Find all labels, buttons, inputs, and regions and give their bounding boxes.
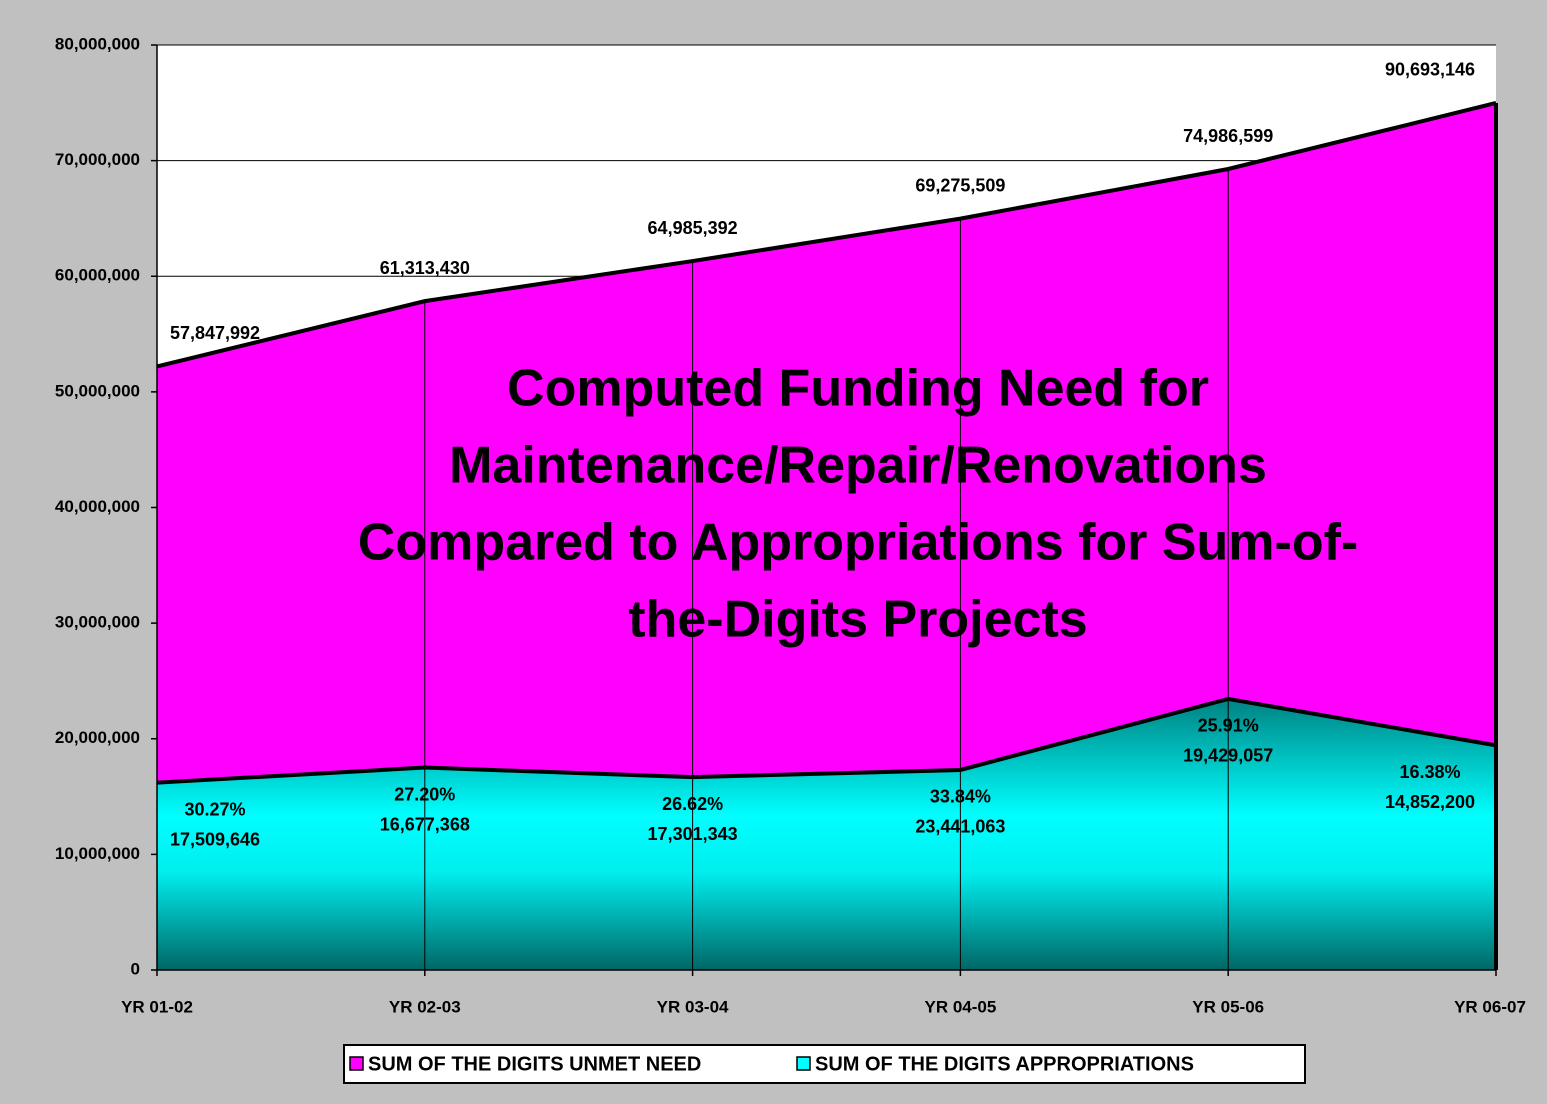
y-tick-label: 40,000,000 [55, 497, 140, 516]
y-tick-label: 0 [131, 959, 140, 978]
area [157, 698, 1496, 970]
legend-swatch [796, 1056, 811, 1071]
x-tick-label: YR 06-07 [1454, 997, 1526, 1016]
data-label: 14,852,200 [1385, 792, 1475, 812]
legend-label: SUM OF THE DIGITS APPROPRIATIONS [815, 1053, 1194, 1075]
x-tick-label: YR 03-04 [657, 997, 729, 1016]
area-outline [156, 696, 1497, 785]
data-label: 17,301,343 [648, 824, 738, 844]
chart-title: the-Digits Projects [628, 591, 1087, 649]
data-label: 19,429,057 [1183, 746, 1273, 766]
y-tick-label: 60,000,000 [55, 266, 140, 285]
x-tick-label: YR 01-02 [121, 997, 193, 1016]
y-tick-label: 10,000,000 [55, 844, 140, 863]
x-tick-label: YR 05-06 [1192, 997, 1264, 1016]
data-label: 25.91% [1198, 716, 1259, 736]
data-label: 61,313,430 [380, 258, 470, 278]
y-tick-label: 50,000,000 [55, 381, 140, 400]
area [157, 102, 1496, 783]
area-outline [156, 101, 1497, 369]
y-tick-label: 80,000,000 [55, 34, 140, 53]
data-label: 30.27% [184, 799, 245, 819]
data-label: 90,693,146 [1385, 60, 1475, 80]
data-label: 69,275,509 [915, 175, 1005, 195]
chart-title: Compared to Appropriations for Sum-of- [358, 514, 1358, 572]
data-label: 23,441,063 [915, 817, 1005, 837]
data-label: 27.20% [394, 784, 455, 804]
x-tick-label: YR 02-03 [389, 997, 461, 1016]
data-label: 57,847,992 [170, 323, 260, 343]
y-tick-label: 70,000,000 [55, 150, 140, 169]
chart-title: Maintenance/Repair/Renovations [449, 437, 1267, 495]
x-tick-label: YR 04-05 [924, 997, 996, 1016]
data-label: 16,677,368 [380, 814, 470, 834]
data-label: 33.84% [930, 787, 991, 807]
chart-title: Computed Funding Need for [507, 360, 1209, 418]
data-label: 64,985,392 [648, 218, 738, 238]
y-tick-label: 30,000,000 [55, 613, 140, 632]
y-tick-label: 20,000,000 [55, 728, 140, 747]
data-label: 74,986,599 [1183, 126, 1273, 146]
data-label: 17,509,646 [170, 829, 260, 849]
legend-label: SUM OF THE DIGITS UNMET NEED [368, 1053, 701, 1075]
data-label: 16.38% [1399, 762, 1460, 782]
data-label: 26.62% [662, 794, 723, 814]
legend-swatch [349, 1056, 364, 1071]
legend-box [343, 1044, 1306, 1084]
